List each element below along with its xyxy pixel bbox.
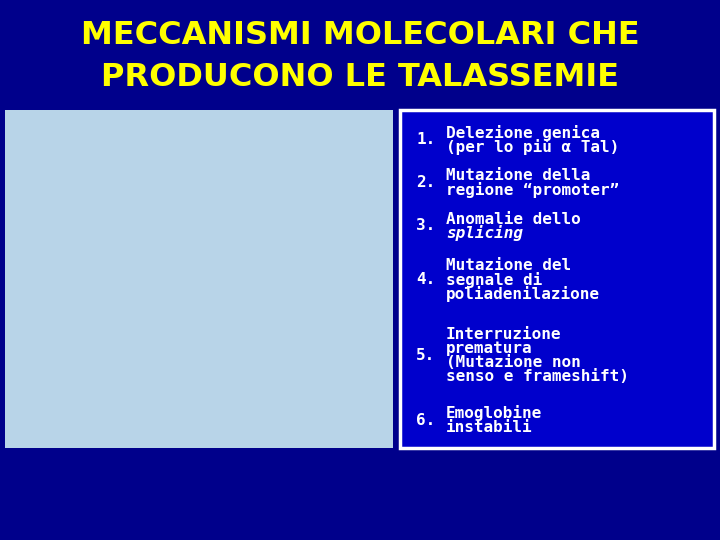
Text: 1.: 1. bbox=[416, 132, 436, 147]
Text: 3.: 3. bbox=[416, 219, 436, 233]
FancyBboxPatch shape bbox=[400, 110, 714, 448]
Text: 4.: 4. bbox=[416, 273, 436, 287]
Text: segnale di: segnale di bbox=[446, 272, 542, 288]
Text: Mutazione del: Mutazione del bbox=[446, 259, 571, 273]
FancyBboxPatch shape bbox=[5, 110, 393, 448]
Text: Emoglobine: Emoglobine bbox=[446, 406, 542, 421]
Text: splicing: splicing bbox=[446, 225, 523, 241]
Text: (per lo più α Tal): (per lo più α Tal) bbox=[446, 139, 619, 154]
Text: poliadenilazione: poliadenilazione bbox=[446, 286, 600, 302]
Text: (Mutazione non: (Mutazione non bbox=[446, 355, 581, 370]
FancyBboxPatch shape bbox=[0, 0, 720, 105]
Text: Mutazione della: Mutazione della bbox=[446, 168, 590, 183]
Text: regione “promoter”: regione “promoter” bbox=[446, 182, 619, 198]
Text: PRODUCONO LE TALASSEMIE: PRODUCONO LE TALASSEMIE bbox=[101, 62, 619, 92]
Text: senso e frameshift): senso e frameshift) bbox=[446, 369, 629, 384]
Text: MECCANISMI MOLECOLARI CHE: MECCANISMI MOLECOLARI CHE bbox=[81, 19, 639, 51]
Text: prematura: prematura bbox=[446, 341, 533, 356]
Text: Interruzione: Interruzione bbox=[446, 327, 562, 342]
Text: Delezione genica: Delezione genica bbox=[446, 125, 600, 140]
Text: 5.: 5. bbox=[416, 348, 436, 363]
Text: 6.: 6. bbox=[416, 413, 436, 428]
Text: Anomalie dello: Anomalie dello bbox=[446, 212, 581, 226]
Text: 2.: 2. bbox=[416, 176, 436, 190]
Text: instabili: instabili bbox=[446, 420, 533, 435]
